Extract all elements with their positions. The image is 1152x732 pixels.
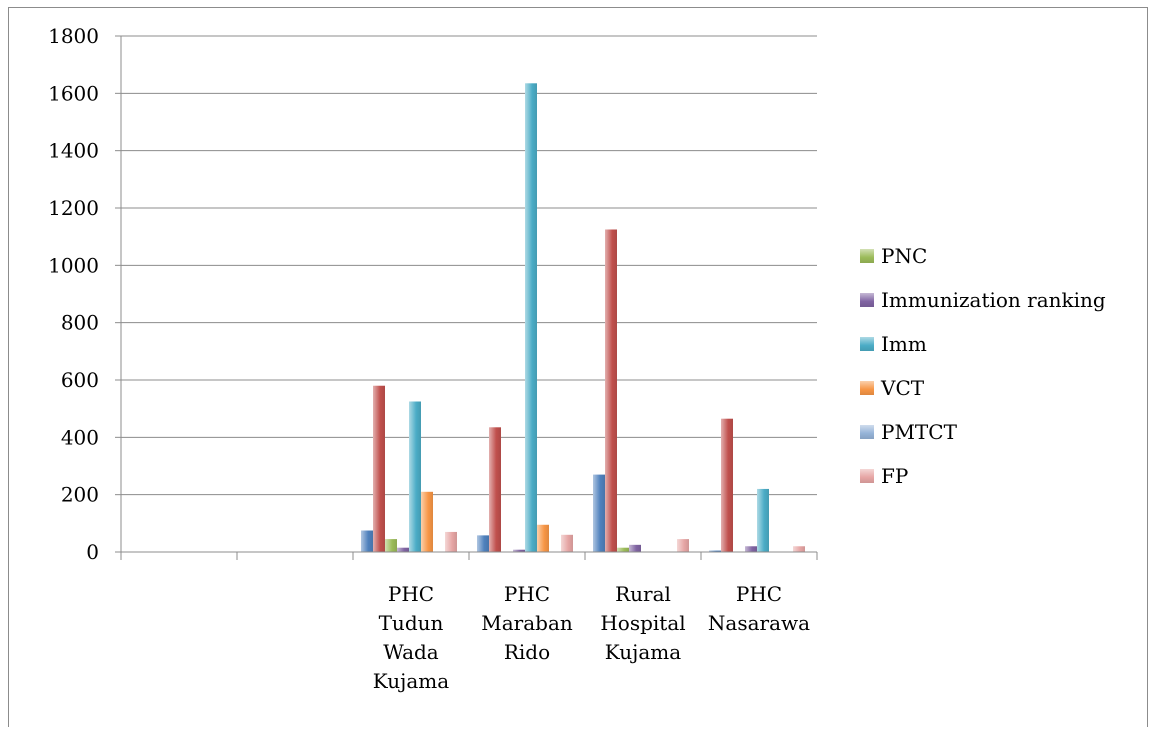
- legend: PNC Immunization ranking Imm VCT PMTCT FP: [860, 244, 1106, 488]
- bar: [561, 534, 573, 552]
- category-label: Rural Hospital Kujama: [600, 582, 685, 664]
- legend-label: PNC: [881, 244, 927, 268]
- legend-label: VCT: [880, 376, 925, 400]
- bar: [385, 539, 397, 552]
- y-tick-label: 600: [61, 368, 99, 392]
- y-tick-label: 1200: [48, 196, 99, 220]
- y-tick-label: 200: [61, 483, 99, 507]
- bar: [593, 474, 605, 552]
- bar: [605, 229, 617, 552]
- bar: [745, 546, 757, 552]
- legend-swatch: [860, 425, 874, 439]
- legend-label: Imm: [881, 332, 927, 356]
- legend-swatch: [860, 293, 874, 307]
- bar: [721, 418, 733, 552]
- bar: [629, 544, 641, 552]
- bar: [373, 385, 385, 552]
- y-tick-label: 0: [86, 540, 99, 564]
- legend-entry: Imm: [860, 332, 927, 356]
- bar: [709, 550, 721, 552]
- legend-swatch: [860, 337, 874, 351]
- legend-entry: FP: [860, 464, 908, 488]
- legend-entry: VCT: [860, 376, 925, 400]
- legend-entry: PMTCT: [860, 420, 958, 444]
- legend-label: PMTCT: [881, 420, 958, 444]
- legend-swatch: [860, 381, 874, 395]
- legend-swatch: [860, 249, 874, 263]
- y-tick-labels: 0 200 400 600 800 1000 1200 1400 1600 1800: [48, 24, 99, 564]
- y-tick-label: 1400: [48, 139, 99, 163]
- y-tick-label: 400: [61, 425, 99, 449]
- bar: [361, 530, 373, 552]
- bar: [513, 549, 525, 552]
- y-tick-label: 1800: [48, 24, 99, 48]
- bar: [421, 491, 433, 552]
- legend-entry: PNC: [860, 244, 927, 268]
- bar: [793, 546, 805, 552]
- bars: [361, 83, 805, 553]
- bar: [397, 547, 409, 552]
- bar: [409, 401, 421, 552]
- legend-entry: Immunization ranking: [860, 288, 1106, 312]
- bar: [525, 83, 537, 553]
- gridlines: [121, 35, 817, 553]
- y-tick-label: 1000: [48, 253, 99, 277]
- legend-swatch: [860, 469, 874, 483]
- bar: [677, 539, 689, 552]
- y-tick-label: 1600: [48, 81, 99, 105]
- bar: [489, 427, 501, 552]
- category-labels: PHC Tudun Wada Kujama PHC Maraban Rido Rural Hos…: [373, 582, 810, 693]
- bar: [445, 531, 457, 552]
- bar: [477, 535, 489, 552]
- chart-frame: [8, 7, 1148, 727]
- category-label: PHC Tudun Wada Kujama: [373, 582, 449, 693]
- bar: [617, 547, 629, 552]
- bar: [757, 488, 769, 552]
- bar: [537, 524, 549, 552]
- legend-label: FP: [881, 464, 908, 488]
- y-tick-label: 800: [61, 311, 99, 335]
- legend-label: Immunization ranking: [881, 288, 1106, 312]
- axes: [115, 35, 818, 560]
- category-label: PHC Nasarawa: [708, 582, 810, 635]
- category-label: PHC Maraban Rido: [481, 582, 573, 664]
